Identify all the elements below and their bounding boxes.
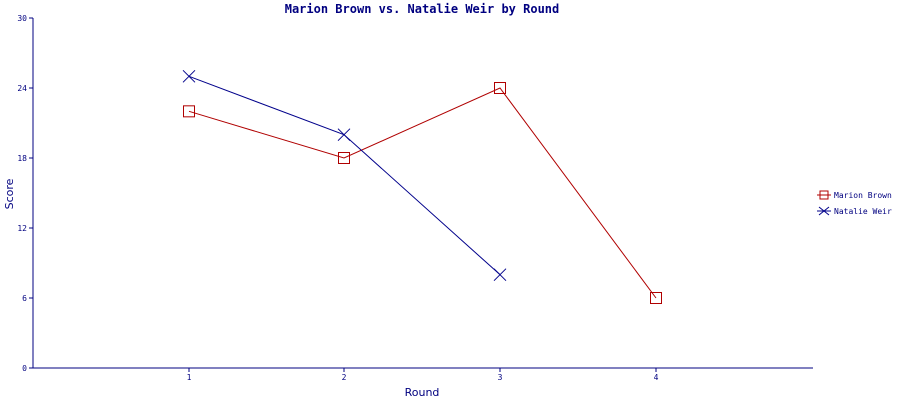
legend-marker [818, 206, 830, 216]
legend-label: Natalie Weir [834, 207, 892, 216]
x-tick-label: 1 [187, 373, 192, 382]
marion-brown-point [183, 105, 195, 118]
legend-item-natalie-weir: Natalie Weir [817, 206, 892, 216]
natalie-weir-line [188, 75, 501, 276]
series-marion-brown [183, 82, 662, 304]
x-tick-label: 4 [654, 373, 659, 382]
marion-brown-point [338, 152, 350, 164]
x-axis-ticks: 1 2 3 4 [187, 368, 659, 382]
y-tick-label: 24 [17, 84, 27, 93]
x-tick-label: 2 [342, 373, 347, 382]
y-axis-ticks: 0 6 12 18 24 30 [17, 14, 33, 373]
y-tick-label: 0 [22, 364, 27, 373]
marion-brown-point [494, 82, 506, 94]
y-tick-label: 12 [17, 224, 27, 233]
x-axis-label: Round [405, 386, 440, 399]
legend-marker [819, 190, 829, 200]
natalie-weir-point [493, 268, 507, 282]
legend-item-marion-brown: Marion Brown [817, 190, 892, 200]
marion-brown-line [188, 87, 657, 299]
series-natalie-weir [182, 69, 507, 282]
y-tick-label: 18 [17, 154, 27, 163]
x-tick-label: 3 [498, 373, 503, 382]
series-layer [182, 69, 662, 304]
y-tick-label: 6 [22, 294, 27, 303]
natalie-weir-point [182, 69, 196, 83]
chart-title: Marion Brown vs. Natalie Weir by Round [285, 2, 560, 16]
natalie-weir-point [337, 128, 351, 142]
y-axis-label: Score [3, 178, 16, 209]
y-tick-label: 30 [17, 14, 27, 23]
legend-label: Marion Brown [834, 191, 892, 200]
legend: Marion Brown Natalie Weir [817, 190, 892, 216]
marion-brown-point [650, 292, 662, 304]
